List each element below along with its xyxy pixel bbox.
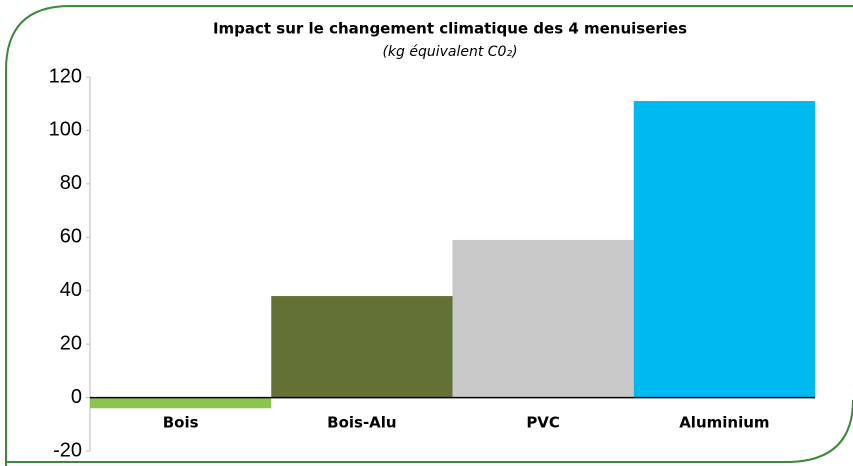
chart-title: Impact sur le changement climatique des … [213, 20, 687, 38]
x-tick-label: PVC [526, 414, 560, 432]
bar [271, 296, 453, 398]
y-tick-label: 20 [60, 332, 82, 354]
bar [633, 101, 815, 398]
y-tick-label: 80 [60, 172, 82, 194]
frame [5, 5, 853, 466]
y-tick-label: 60 [60, 226, 82, 248]
bar [452, 239, 634, 398]
y-tick-label: 120 [49, 65, 82, 87]
y-tick-label: 100 [49, 119, 82, 141]
bar [90, 397, 272, 409]
chart-subtitle: (kg équivalent C0₂) [382, 44, 517, 60]
y-tick-label: -20 [53, 439, 82, 461]
x-tick-label: Bois-Alu [327, 414, 396, 432]
y-tick-label: 40 [60, 279, 82, 301]
x-tick-label: Aluminium [679, 414, 769, 432]
y-tick-label: 0 [71, 386, 82, 408]
x-tick-label: Bois [163, 414, 199, 432]
